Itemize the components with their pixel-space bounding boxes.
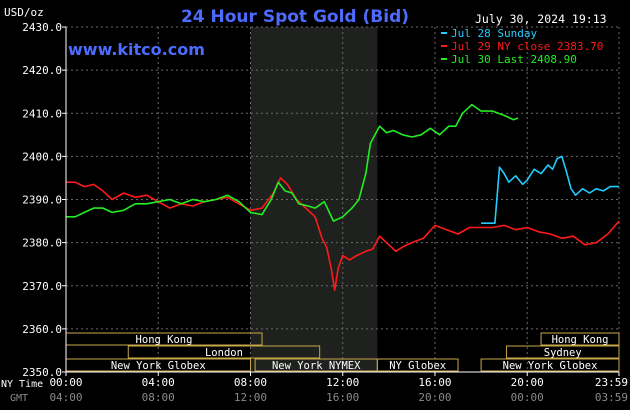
- y-tick-label: 2380.0: [22, 237, 62, 250]
- x-axis-label-gmt: GMT: [10, 393, 28, 404]
- x-tick-label-ny: 16:00: [418, 376, 451, 389]
- x-tick-label-gmt: 03:59: [595, 391, 628, 404]
- y-tick-label: 2360.0: [22, 323, 62, 336]
- x-tick-label-gmt: 00:00: [511, 391, 544, 404]
- timestamp: July 30, 2024 19:13: [475, 12, 607, 26]
- session-bar: [376, 358, 459, 372]
- series-line-1: [66, 177, 620, 291]
- site-link[interactable]: www.kitco.com: [68, 40, 205, 59]
- legend-entry: Jul 29 NY close 2383.70: [451, 40, 603, 53]
- legend-entry: Jul 28 Sunday: [451, 27, 537, 40]
- session-label: New York NYMEX: [272, 360, 361, 372]
- session-label: New York Globex: [111, 360, 206, 372]
- session-bar: [505, 345, 620, 359]
- session-bar: [127, 345, 321, 359]
- session-bar: [480, 358, 620, 372]
- y-tick-label: 2410.0: [22, 107, 62, 120]
- y-tick-label: 2400.0: [22, 150, 62, 163]
- y-tick-label: 2350.0: [22, 366, 62, 379]
- x-tick-label-ny: 08:00: [234, 376, 267, 389]
- x-tick-label-gmt: 20:00: [418, 391, 451, 404]
- chart-title: 24 Hour Spot Gold (Bid): [181, 7, 409, 27]
- series-line-0: [481, 155, 619, 224]
- session-bar: [540, 332, 620, 346]
- x-axis-label-ny: NY Time: [1, 379, 43, 390]
- y-tick-label: 2430.0: [22, 21, 62, 34]
- session-label: London: [205, 347, 243, 359]
- x-tick-label-ny: 12:00: [326, 376, 359, 389]
- x-tick-label-ny: 20:00: [511, 376, 544, 389]
- unit-label: USD/oz: [4, 6, 44, 19]
- session-label: Sydney: [544, 347, 582, 359]
- y-tick-label: 2390.0: [22, 194, 62, 207]
- x-tick-label-ny: 04:00: [142, 376, 175, 389]
- x-tick-label-ny: 23:59: [595, 376, 628, 389]
- x-tick-label-ny: 00:00: [49, 376, 82, 389]
- x-tick-label-gmt: 04:00: [49, 391, 82, 404]
- x-tick-label-gmt: 12:00: [234, 391, 267, 404]
- y-tick-label: 2420.0: [22, 64, 62, 77]
- series-line-2: [66, 103, 519, 222]
- session-label: New York Globex: [503, 360, 598, 372]
- session-label: NY Globex: [389, 360, 446, 372]
- x-tick-label-gmt: 16:00: [326, 391, 359, 404]
- session-label: Hong Kong: [552, 334, 609, 346]
- legend-entry: Jul 30 Last 2408.90: [451, 53, 577, 66]
- session-label: Hong Kong: [136, 334, 193, 346]
- x-tick-label-gmt: 08:00: [142, 391, 175, 404]
- y-tick-label: 2370.0: [22, 280, 62, 293]
